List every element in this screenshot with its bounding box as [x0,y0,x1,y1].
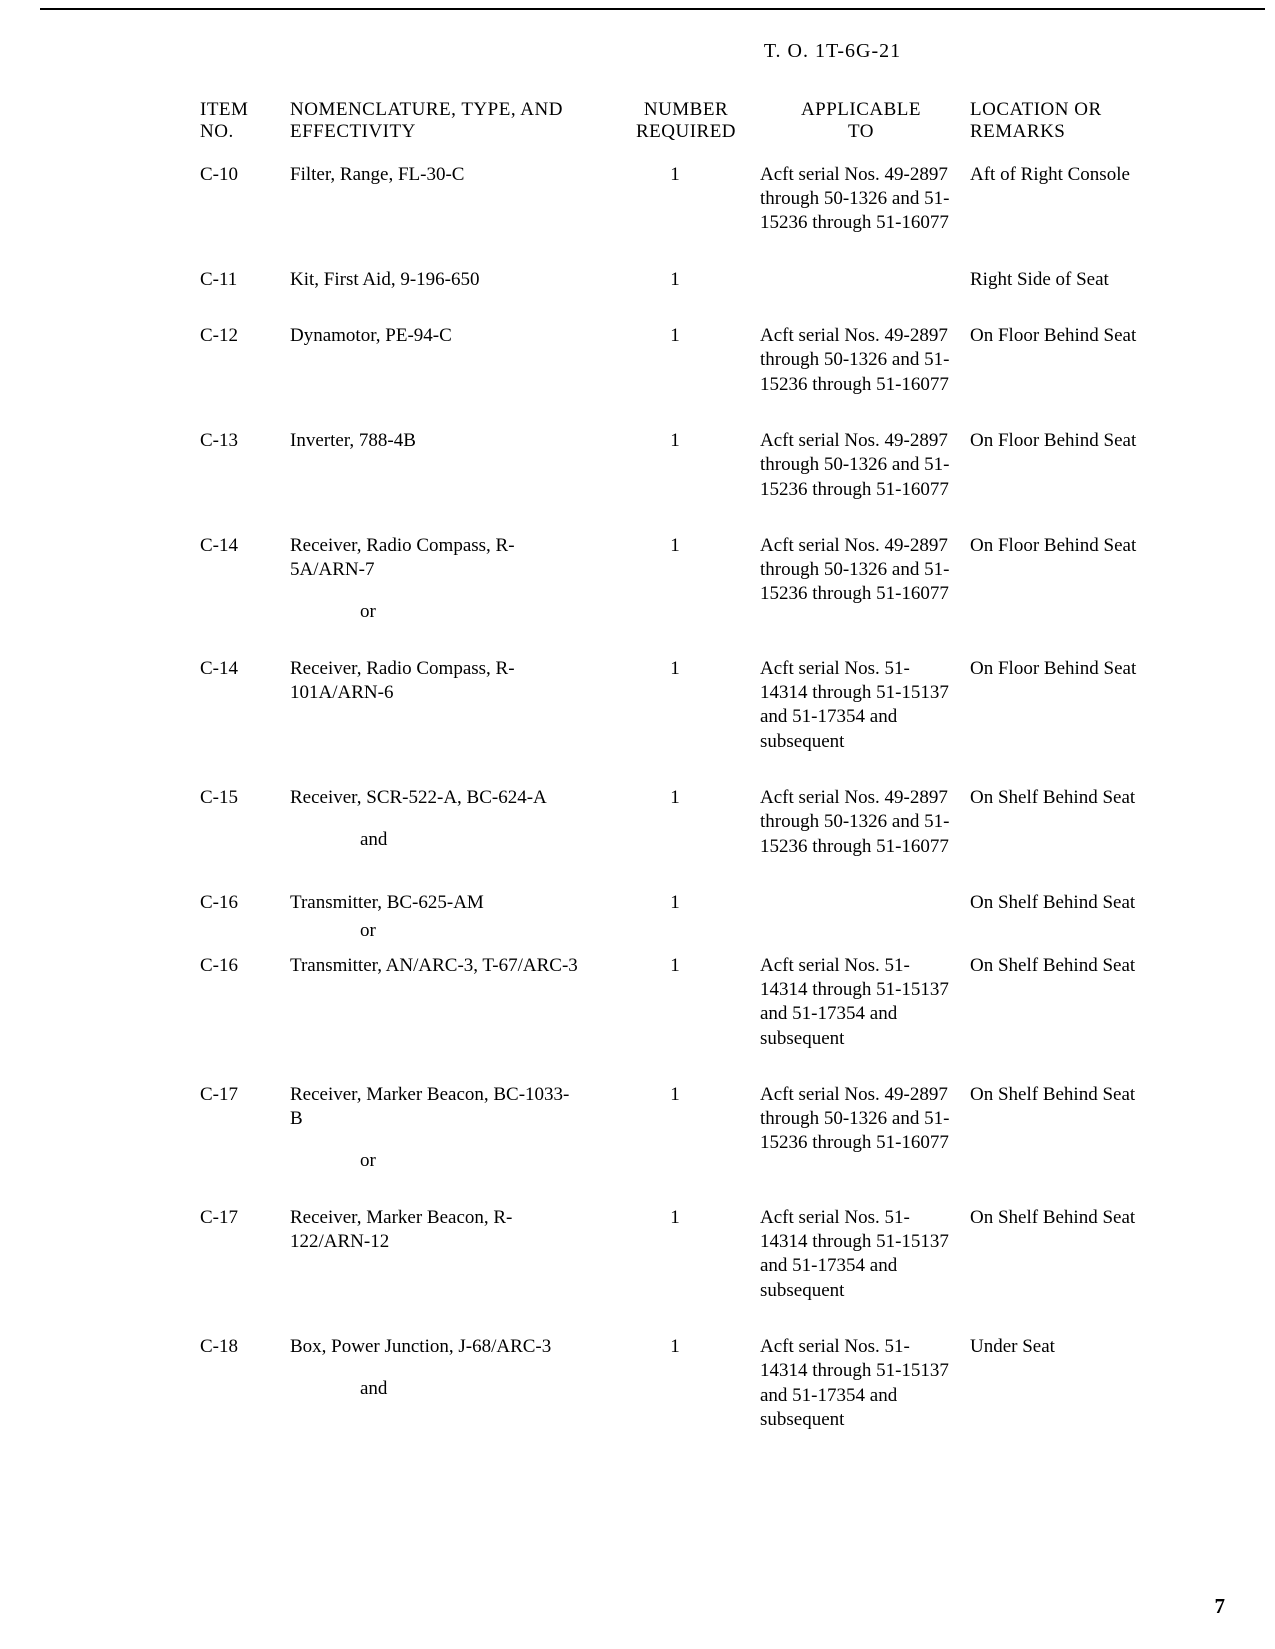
cell-number: 1 [620,157,760,262]
cell-number: 1 [620,1200,760,1329]
table-row: C-12Dynamotor, PE-94-C1Acft serial Nos. … [200,318,1210,423]
table-row: C-10Filter, Range, FL-30-C1Acft serial N… [200,157,1210,262]
cell-applicable: Acft serial Nos. 49-2897 through 50-1326… [760,423,970,528]
cell-number: 1 [620,262,760,318]
cell-applicable: Acft serial Nos. 51-14314 through 51-151… [760,651,970,780]
cell-applicable: Acft serial Nos. 51-14314 through 51-151… [760,948,970,1077]
cell-nomenclature: Dynamotor, PE-94-C [290,318,620,423]
table-row: C-15Receiver, SCR-522-A, BC-624-Aand1Acf… [200,780,1210,885]
cell-item: C-14 [200,528,290,651]
table-row: C-14Receiver, Radio Compass, R-5A/ARN-7o… [200,528,1210,651]
cell-location: On Shelf Behind Seat [970,780,1210,885]
cell-item: C-14 [200,651,290,780]
cell-location: On Shelf Behind Seat [970,885,1210,948]
cell-item: C-10 [200,157,290,262]
cell-applicable [760,885,970,948]
cell-applicable: Acft serial Nos. 49-2897 through 50-1326… [760,528,970,651]
cell-item: C-16 [200,885,290,948]
cell-location: On Shelf Behind Seat [970,1077,1210,1200]
cell-location: On Floor Behind Seat [970,318,1210,423]
cell-nomenclature: Kit, First Aid, 9-196-650 [290,262,620,318]
cell-nomenclature: Filter, Range, FL-30-C [290,157,620,262]
col-app: APPLICABLETO [760,93,970,157]
conjunction: and [360,1377,580,1401]
top-rule [40,8,1265,10]
cell-item: C-15 [200,780,290,885]
cell-number: 1 [620,1077,760,1200]
cell-applicable: Acft serial Nos. 51-14314 through 51-151… [760,1329,970,1458]
cell-nomenclature: Receiver, Radio Compass, R-5A/ARN-7or [290,528,620,651]
cell-nomenclature: Inverter, 788-4B [290,423,620,528]
cell-number: 1 [620,1329,760,1458]
cell-item: C-12 [200,318,290,423]
cell-nomenclature: Transmitter, AN/ARC-3, T-67/ARC-3 [290,948,620,1077]
cell-nomenclature: Receiver, Radio Compass, R-101A/ARN-6 [290,651,620,780]
page-number: 7 [1215,1594,1226,1619]
cell-item: C-17 [200,1077,290,1200]
cell-item: C-18 [200,1329,290,1458]
table-row: C-17Receiver, Marker Beacon, BC-1033-Bor… [200,1077,1210,1200]
conjunction: and [360,828,580,852]
cell-item: C-17 [200,1200,290,1329]
cell-item: C-13 [200,423,290,528]
equipment-table: ITEMNO. NOMENCLATURE, TYPE, ANDEFFECTIVI… [200,93,1210,1458]
col-num: NUMBERREQUIRED [620,93,760,157]
table-row: C-11Kit, First Aid, 9-196-6501 Right Side… [200,262,1210,318]
col-loc: LOCATION OR REMARKS [970,93,1210,157]
cell-applicable: Acft serial Nos. 49-2897 through 50-1326… [760,1077,970,1200]
cell-number: 1 [620,885,760,948]
cell-location: On Floor Behind Seat [970,528,1210,651]
cell-applicable: Acft serial Nos. 51-14314 through 51-151… [760,1200,970,1329]
table-row: C-13Inverter, 788-4B1Acft serial Nos. 49… [200,423,1210,528]
cell-location: On Shelf Behind Seat [970,1200,1210,1329]
cell-nomenclature: Box, Power Junction, J-68/ARC-3and [290,1329,620,1458]
cell-number: 1 [620,948,760,1077]
cell-location: Under Seat [970,1329,1210,1458]
cell-location: On Shelf Behind Seat [970,948,1210,1077]
cell-number: 1 [620,318,760,423]
cell-nomenclature: Receiver, SCR-522-A, BC-624-Aand [290,780,620,885]
col-item: ITEMNO. [200,93,290,157]
document-header: T. O. 1T-6G-21 [460,40,1205,63]
cell-number: 1 [620,651,760,780]
cell-applicable: Acft serial Nos. 49-2897 through 50-1326… [760,157,970,262]
cell-location: Aft of Right Console [970,157,1210,262]
cell-number: 1 [620,423,760,528]
col-nom: NOMENCLATURE, TYPE, ANDEFFECTIVITY [290,93,620,157]
cell-location: Right Side of Seat [970,262,1210,318]
table-body: C-10Filter, Range, FL-30-C1Acft serial N… [200,157,1210,1459]
cell-nomenclature: Transmitter, BC-625-AMor [290,885,620,948]
cell-number: 1 [620,780,760,885]
table-header-row: ITEMNO. NOMENCLATURE, TYPE, ANDEFFECTIVI… [200,93,1210,157]
cell-applicable [760,262,970,318]
table-row: C-14Receiver, Radio Compass, R-101A/ARN-… [200,651,1210,780]
cell-number: 1 [620,528,760,651]
table-row: C-16Transmitter, BC-625-AMor1 On Shelf Be… [200,885,1210,948]
cell-location: On Floor Behind Seat [970,423,1210,528]
cell-applicable: Acft serial Nos. 49-2897 through 50-1326… [760,780,970,885]
cell-applicable: Acft serial Nos. 49-2897 through 50-1326… [760,318,970,423]
cell-item: C-16 [200,948,290,1077]
cell-nomenclature: Receiver, Marker Beacon, BC-1033-Bor [290,1077,620,1200]
page: T. O. 1T-6G-21 ITEMNO. NOMENCLATURE, TYP… [0,0,1275,1649]
table-row: C-17Receiver, Marker Beacon, R-122/ARN-1… [200,1200,1210,1329]
cell-location: On Floor Behind Seat [970,651,1210,780]
conjunction: or [360,919,580,943]
cell-nomenclature: Receiver, Marker Beacon, R-122/ARN-12 [290,1200,620,1329]
cell-item: C-11 [200,262,290,318]
table-row: C-18Box, Power Junction, J-68/ARC-3and1A… [200,1329,1210,1458]
conjunction: or [360,1149,580,1173]
conjunction: or [360,600,580,624]
table-row: C-16Transmitter, AN/ARC-3, T-67/ARC-31Ac… [200,948,1210,1077]
